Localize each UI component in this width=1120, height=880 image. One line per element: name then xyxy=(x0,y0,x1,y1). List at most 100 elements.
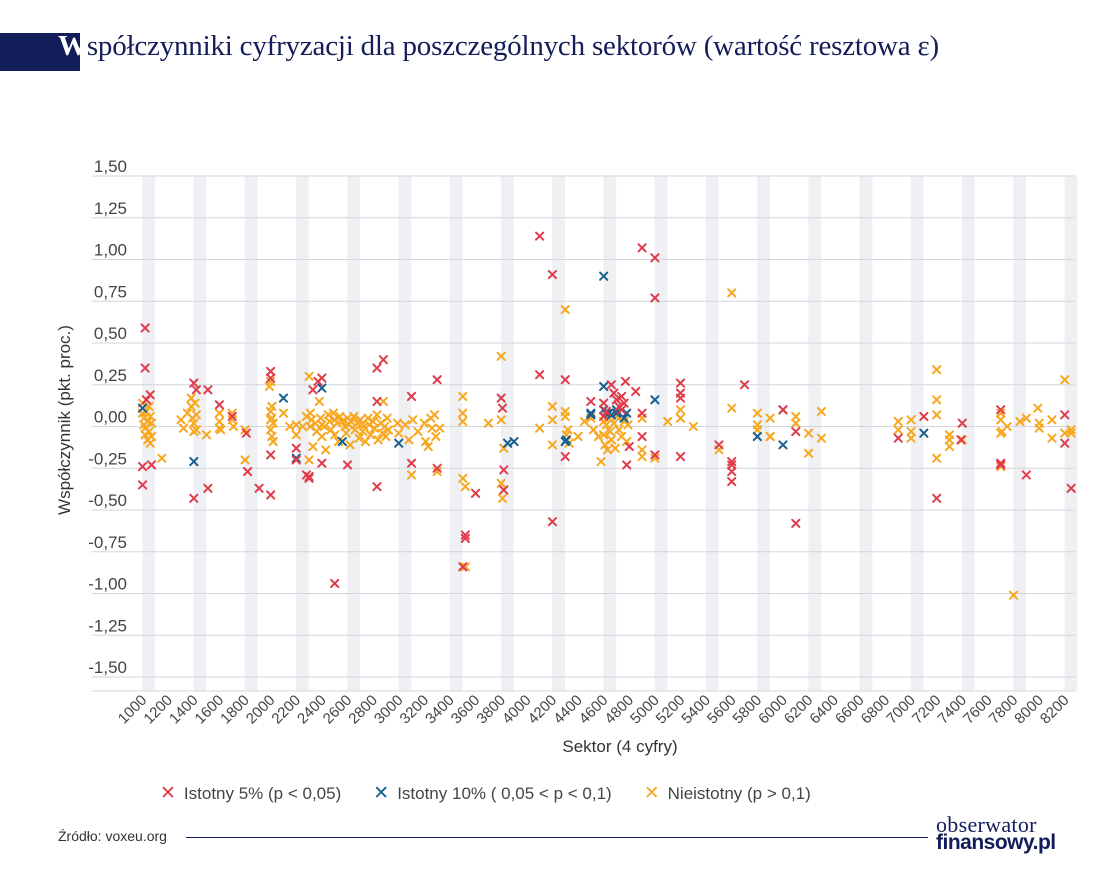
y-tick-label: 0,00 xyxy=(94,408,127,427)
point-nonsig xyxy=(382,413,392,423)
point-sig5 xyxy=(241,428,251,438)
point-sig10 xyxy=(337,436,347,447)
point-nonsig xyxy=(560,411,570,422)
y-tick-labels: -1,50 -1,25 -1,00 -0,75 -0,50 -0,25 0,00 0,25 0,… xyxy=(88,157,127,677)
band-4200 xyxy=(552,176,565,691)
point-nonsig xyxy=(144,426,154,437)
point-sig5 xyxy=(308,385,318,395)
point-sig5 xyxy=(791,426,801,437)
point-nonsig xyxy=(383,425,394,435)
point-nonsig xyxy=(157,453,167,463)
point-sig5 xyxy=(214,400,225,410)
band-3800 xyxy=(500,176,514,691)
point-sig5 xyxy=(189,493,199,503)
point-sig5 xyxy=(242,466,253,477)
point-sig10 xyxy=(561,435,572,445)
y-tick-label: 0,25 xyxy=(94,366,127,385)
point-sig5 xyxy=(460,533,470,543)
y-tick-label: 0,50 xyxy=(94,324,127,343)
point-nonsig xyxy=(601,420,611,430)
legend-marker-icon: ✕ xyxy=(160,783,176,804)
point-nonsig xyxy=(560,305,570,315)
point-sig5 xyxy=(372,482,382,492)
x-axis-label: Sektor (4 cyfry) xyxy=(562,737,677,756)
point-nonsig xyxy=(1066,425,1076,435)
point-sig10 xyxy=(599,271,609,281)
point-nonsig xyxy=(381,431,391,442)
point-nonsig xyxy=(460,562,470,572)
band-6600 xyxy=(859,176,873,691)
x-tick-labels: 1000120014001600180020002200240026002800… xyxy=(115,692,1073,728)
point-sig5 xyxy=(616,405,627,415)
point-nonsig xyxy=(573,431,583,442)
point-nonsig xyxy=(1021,413,1031,423)
point-nonsig xyxy=(1008,590,1019,600)
point-nonsig xyxy=(483,418,493,428)
point-sig5 xyxy=(560,451,570,462)
point-nonsig xyxy=(547,440,558,450)
point-sig5 xyxy=(727,466,737,477)
point-nonsig xyxy=(605,426,615,437)
title-rest: spółczynniki cyfryzacji dla poszczególny… xyxy=(86,30,939,62)
point-sig5 xyxy=(137,461,148,472)
point-nonsig xyxy=(497,493,508,503)
point-nonsig xyxy=(791,418,801,428)
point-nonsig xyxy=(906,433,916,443)
point-nonsig xyxy=(599,430,609,440)
point-sig5 xyxy=(727,460,737,470)
logo-line2: finansowy.pl xyxy=(936,831,1056,854)
point-sig5 xyxy=(778,405,788,415)
point-sig5 xyxy=(547,517,558,527)
point-nonsig xyxy=(496,478,506,488)
point-nonsig xyxy=(365,430,376,440)
point-sig5 xyxy=(631,386,641,397)
point-nonsig xyxy=(893,425,903,435)
point-sig5 xyxy=(304,472,314,482)
point-sig5 xyxy=(996,458,1006,468)
point-nonsig xyxy=(752,425,762,435)
point-nonsig xyxy=(394,428,404,438)
point-sig10 xyxy=(394,438,404,448)
point-nonsig xyxy=(1033,403,1043,413)
point-nonsig xyxy=(202,430,212,440)
source-note: Źródło: voxeu.org xyxy=(58,828,167,844)
point-sig5 xyxy=(957,418,967,428)
band-2200 xyxy=(296,176,309,691)
x-tick-label: 8200 xyxy=(1037,692,1073,728)
legend-item-0: ✕ Istotny 5% (p < 0,05) xyxy=(160,782,341,805)
point-sig5 xyxy=(432,463,442,473)
point-nonsig xyxy=(458,473,468,483)
y-tick-label: -0,75 xyxy=(88,533,127,552)
point-nonsig xyxy=(413,426,423,437)
point-sig10 xyxy=(619,413,629,423)
point-sig5 xyxy=(189,378,199,388)
point-nonsig xyxy=(1002,421,1012,432)
point-sig5 xyxy=(227,411,237,422)
point-nonsig xyxy=(228,421,239,432)
y-tick-label: -1,50 xyxy=(88,658,127,677)
point-nonsig xyxy=(765,431,775,442)
legend-label: Istotny 5% (p < 0,05) xyxy=(183,784,342,803)
point-sig5 xyxy=(146,460,157,470)
point-sig5 xyxy=(496,393,506,403)
point-sig5 xyxy=(919,411,929,422)
point-sig10 xyxy=(137,403,148,413)
point-sig5 xyxy=(893,433,903,443)
point-nonsig xyxy=(345,440,355,450)
point-nonsig xyxy=(190,398,200,408)
y-tick-label: -0,50 xyxy=(88,491,127,510)
point-sig5 xyxy=(560,375,570,385)
point-sig5 xyxy=(675,378,686,388)
title-first-letter: W xyxy=(58,30,87,62)
point-sig10 xyxy=(586,408,596,418)
point-nonsig xyxy=(932,395,942,405)
point-sig10 xyxy=(778,440,788,450)
point-nonsig xyxy=(429,410,440,420)
point-sig5 xyxy=(996,405,1006,415)
point-sig5 xyxy=(460,530,470,540)
point-nonsig xyxy=(623,420,633,430)
point-nonsig xyxy=(240,455,250,465)
point-nonsig xyxy=(268,436,278,447)
point-nonsig xyxy=(304,455,314,465)
point-nonsig xyxy=(1047,433,1057,443)
